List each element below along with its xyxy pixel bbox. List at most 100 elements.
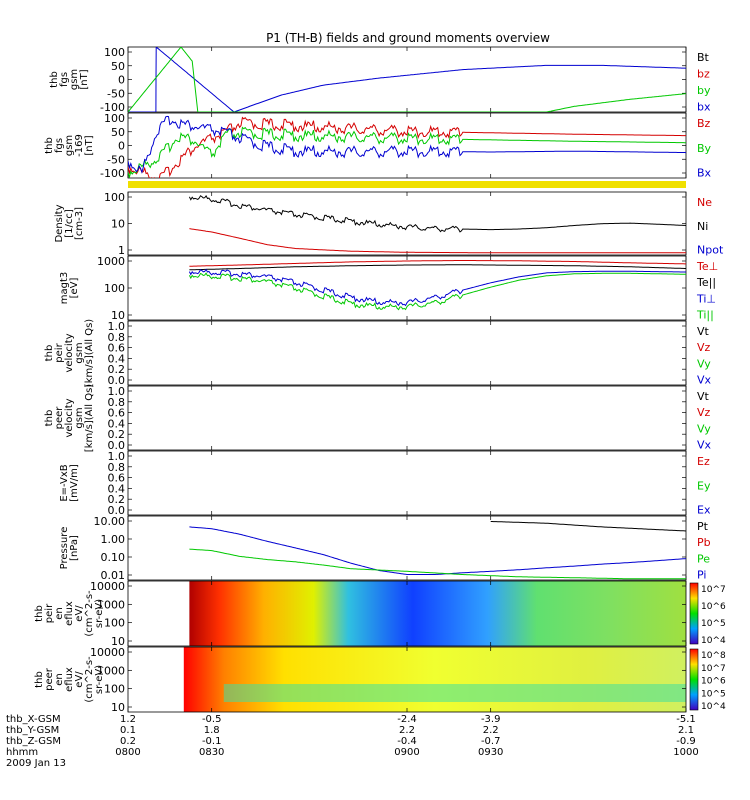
y-tick-label: 10000 [90, 580, 125, 593]
heatmap-band [223, 684, 687, 702]
y-axis-label: Pressure [59, 527, 70, 570]
panel-pressure: 10.00 1.00 0.10 0.01 Pressure [nPa] Pt Pb Pe Pi [59, 515, 711, 582]
y-axis-label: thb [49, 71, 60, 88]
y-tick-label: 0.4 [108, 482, 126, 495]
y-axis-label: peer [54, 406, 65, 430]
y-tick-label: 0.2 [108, 363, 126, 376]
legend-green: Vy [697, 422, 711, 435]
heatmap-fill [189, 581, 686, 646]
colorbar-label: 10^7 [701, 585, 726, 595]
x-axis-value: -0.7 [481, 736, 501, 747]
series-group [128, 115, 686, 178]
series-line-Ne [189, 228, 686, 254]
y-tick-label: 1.0 [108, 320, 126, 333]
x-axis-value: 0830 [199, 747, 224, 758]
y-axis-label: eflux [64, 601, 75, 626]
y-tick-label: -50 [107, 87, 125, 100]
y-tick-label: 1000 [97, 664, 125, 677]
legend-black: Pt [697, 520, 709, 533]
series-line-bx [128, 47, 686, 112]
y-axis-label: [nT] [84, 135, 95, 155]
legend-red: Vz [697, 341, 711, 354]
legend-green: Ey [697, 479, 711, 492]
y-axis-label: [eV] [69, 278, 80, 299]
y-axis-label: gsm [64, 135, 75, 156]
x-axis-value: -5.1 [676, 714, 696, 725]
series-line-Pi [189, 526, 686, 575]
series-line-Bz [128, 116, 686, 178]
colorbar [689, 648, 699, 711]
x-axis-value: 0900 [394, 747, 419, 758]
y-axis-label: [1/cc] [64, 209, 75, 238]
colorbar [689, 582, 699, 645]
y-tick-label: 0.8 [108, 396, 126, 409]
colorbar-label: 10^5 [701, 619, 726, 629]
series-line-Pt [490, 521, 686, 532]
y-axis-label: -169 [74, 134, 85, 157]
y-axis-label: fgs [59, 72, 70, 87]
x-axis-labels: thb_X-GSM 1.2 -0.5 -2.4 -3.9 -5.1 thb_Y-GSM 0.1… [6, 714, 699, 769]
y-tick-label: 50 [111, 126, 125, 139]
series-group [188, 194, 686, 254]
y-tick-label: 0.8 [108, 331, 126, 344]
y-axis-label: [cm-3] [74, 207, 85, 240]
legend-black: Vt [697, 390, 710, 403]
x-axis-row-label: thb_X-GSM [6, 714, 61, 725]
legend-red: Te⊥ [696, 260, 718, 273]
y-tick-label: 0.0 [108, 439, 126, 452]
y-tick-label: 0 [118, 140, 125, 153]
series-group [188, 260, 686, 311]
y-tick-label: 0.6 [108, 472, 126, 485]
legend-black: Vt [697, 325, 710, 338]
legend-blue: Npot [697, 244, 724, 257]
x-axis-value: -0.1 [202, 736, 222, 747]
y-axis-label: en [54, 607, 65, 620]
y-axis-label: thb [34, 605, 45, 622]
legend-blue: Vx [697, 374, 712, 387]
heatmap-fill [183, 647, 687, 712]
series-line-Bx [128, 115, 686, 174]
y-axis-label: [km/s](All Qs) [84, 384, 95, 452]
x-axis-value: 2.2 [399, 725, 415, 736]
legend-black: Bt [697, 51, 710, 64]
y-axis-label: (cm^2-s- [84, 590, 95, 637]
y-axis-label: gsm [74, 342, 85, 363]
y-tick-label: -100 [100, 101, 125, 114]
panel-peir-spectrogram: 10^7 10^6 10^5 10^4 10000 1000 100 10 thb peir en e… [34, 580, 726, 648]
series-line-Ti|| [188, 272, 686, 311]
y-axis-label: [nPa] [69, 535, 80, 561]
legend-red: Bz [697, 117, 711, 130]
y-tick-label: 100 [104, 112, 125, 125]
y-tick-label: 0.01 [101, 569, 126, 582]
y-axis-label: gsm [69, 69, 80, 90]
x-axis-value: -3.9 [481, 714, 501, 725]
y-axis-label: peir [44, 603, 55, 623]
y-tick-label: 0.6 [108, 342, 126, 355]
legend-green: Pe [697, 552, 710, 565]
y-tick-label: 1.00 [101, 533, 126, 546]
series-line-by [128, 47, 686, 112]
panel-density: 100 10 1 Density [1/cc] [cm-3] Ne Ni Npot [54, 191, 724, 257]
figure-title: P1 (TH-B) fields and ground moments over… [266, 31, 550, 45]
y-tick-label: 0.4 [108, 417, 126, 430]
y-tick-label: 0.0 [108, 504, 126, 517]
legend-green: Ti|| [696, 309, 714, 322]
y-axis-label: (cm^2-s- [84, 656, 95, 703]
y-axis-label: thb [34, 671, 45, 688]
y-tick-label: 10000 [90, 646, 125, 659]
y-tick-label: 10 [111, 218, 125, 231]
y-tick-label: 100 [104, 191, 125, 204]
y-axis-label: thb [44, 410, 55, 427]
x-axis-row-label: thb_Z-GSM [6, 736, 61, 747]
y-axis-label: eflux [64, 667, 75, 692]
y-axis-label: [mV/m] [69, 464, 80, 502]
legend-blue: Pi [697, 569, 706, 582]
y-axis-label: magt3 [59, 272, 70, 305]
y-tick-label: 10 [111, 701, 125, 714]
y-axis-label: eV/ [74, 671, 85, 688]
y-axis-label: sr-eV) [94, 599, 105, 628]
x-axis-value: 1000 [673, 747, 698, 758]
legend-black: Te|| [696, 276, 716, 289]
panel-frame [127, 515, 687, 581]
